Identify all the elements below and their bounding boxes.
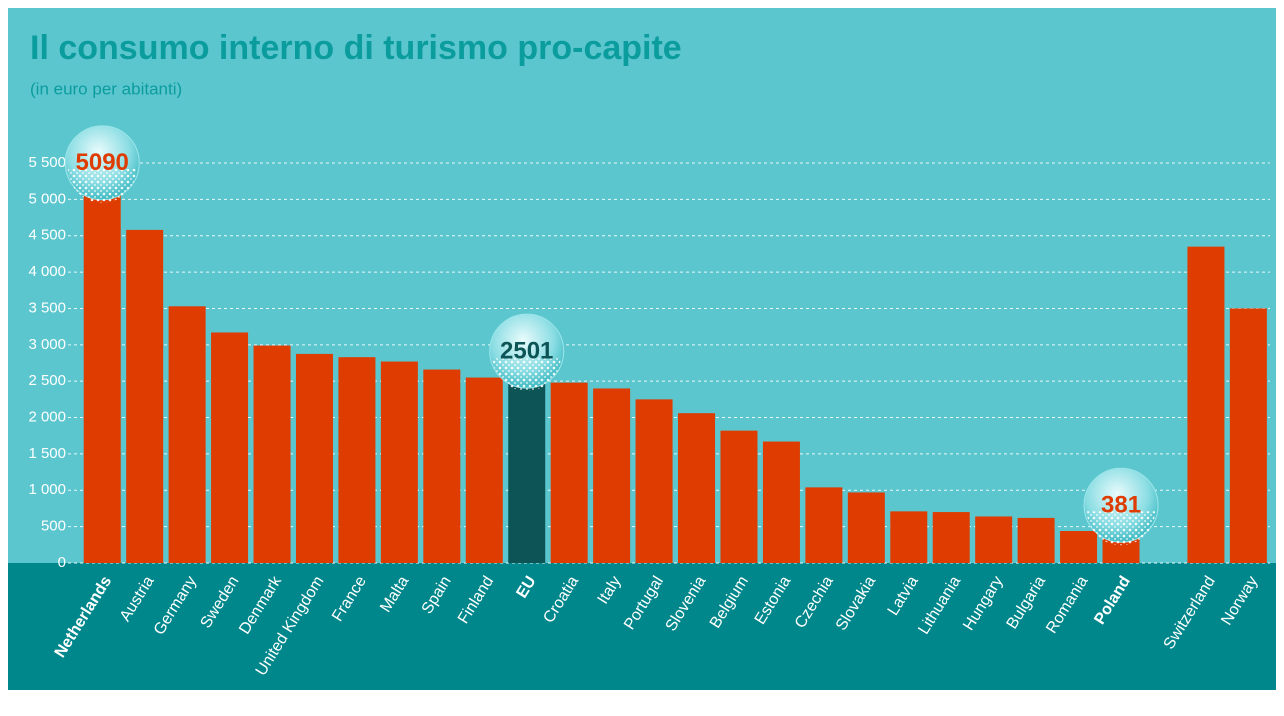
bar [169,306,206,563]
bar [848,492,885,563]
bar [720,431,757,563]
bar [381,362,418,563]
bar [933,512,970,563]
y-tick-label: 2 000 [28,409,66,426]
bar [551,383,588,563]
bar [1230,308,1267,563]
bar [338,357,375,563]
bar [211,332,248,563]
chart-title: Il consumo interno di turismo pro-capite [30,29,682,67]
bar [466,378,503,563]
y-tick-label: 3 500 [28,299,66,316]
bar [84,193,121,563]
y-tick-label: 4 000 [28,263,66,280]
bar [1187,247,1224,563]
y-tick-label: 4 500 [28,227,66,244]
chart-subtitle: (in euro per abitanti) [30,79,182,98]
bar [593,388,630,563]
bar [805,487,842,563]
y-tick-label: 500 [41,518,66,535]
bar [636,399,673,563]
bar [1018,518,1055,563]
bar [508,381,545,563]
page: Il consumo interno di turismo pro-capite… [0,0,1284,716]
y-tick-label: 0 [58,554,66,571]
bar [296,354,333,563]
y-tick-label: 5 000 [28,190,66,207]
y-tick-label: 1 500 [28,445,66,462]
value-label: 2501 [500,337,553,364]
value-label: 381 [1101,492,1141,519]
bar [763,442,800,563]
bar [890,511,927,563]
bar [423,370,460,563]
value-label: 5090 [76,149,129,176]
bar [678,413,715,563]
y-tick-label: 2 500 [28,372,66,389]
bar [126,230,163,563]
chart: Il consumo interno di turismo pro-capite… [0,0,1284,711]
bar [254,346,291,563]
bar [975,516,1012,563]
y-tick-label: 1 000 [28,481,66,498]
y-tick-label: 5 500 [28,154,66,171]
bar [1060,531,1097,563]
y-tick-label: 3 000 [28,336,66,353]
